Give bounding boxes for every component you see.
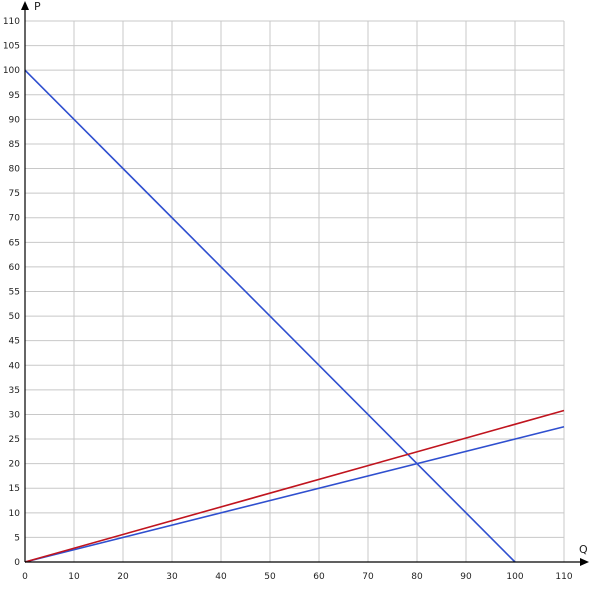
x-tick-label: 0 xyxy=(22,572,28,582)
y-tick-label: 55 xyxy=(9,288,20,298)
y-tick-label: 0 xyxy=(14,558,20,568)
y-axis-label: P xyxy=(34,0,41,13)
y-tick-label: 40 xyxy=(9,361,21,371)
series-layer xyxy=(24,69,565,563)
y-tick-label: 20 xyxy=(9,460,21,470)
tick-labels: 0 10 20 30 40 50 60 70 80 90 100 110 0 5 10 15 20 25 30 35 4… xyxy=(3,17,573,582)
x-tick-label: 100 xyxy=(506,572,523,582)
y-tick-label: 70 xyxy=(9,214,21,224)
x-tick-label: 10 xyxy=(68,572,80,582)
x-tick-label: 70 xyxy=(362,572,374,582)
y-tick-label: 5 xyxy=(14,533,20,543)
y-tick-label: 80 xyxy=(9,165,21,175)
y-tick-label: 100 xyxy=(3,66,20,76)
x-tick-label: 20 xyxy=(117,572,129,582)
y-tick-label: 30 xyxy=(9,410,21,420)
series-line-1 xyxy=(24,69,516,563)
x-tick-label: 30 xyxy=(166,572,178,582)
x-axis-arrow xyxy=(580,558,589,566)
y-tick-label: 10 xyxy=(9,509,21,519)
y-tick-label: 110 xyxy=(3,17,20,27)
series-line-3 xyxy=(24,409,565,563)
x-tick-label: 60 xyxy=(313,572,325,582)
y-tick-label: 105 xyxy=(3,42,20,52)
x-tick-label: 90 xyxy=(460,572,472,582)
x-axis-label: Q xyxy=(579,543,588,556)
y-tick-label: 90 xyxy=(9,115,21,125)
y-tick-label: 75 xyxy=(9,189,20,199)
y-tick-label: 25 xyxy=(9,435,20,445)
axes xyxy=(21,1,589,566)
y-tick-label: 85 xyxy=(9,140,20,150)
x-tick-label: 110 xyxy=(555,572,572,582)
x-tick-label: 50 xyxy=(264,572,276,582)
y-tick-label: 50 xyxy=(9,312,21,322)
y-tick-label: 65 xyxy=(9,238,20,248)
y-tick-label: 95 xyxy=(9,91,20,101)
y-tick-label: 15 xyxy=(9,484,20,494)
y-tick-label: 35 xyxy=(9,386,20,396)
y-tick-label: 60 xyxy=(9,263,21,273)
x-tick-label: 40 xyxy=(215,572,227,582)
series-line-2 xyxy=(24,425,565,563)
grid xyxy=(25,20,565,562)
y-axis-arrow xyxy=(21,1,29,10)
y-tick-label: 45 xyxy=(9,337,20,347)
x-tick-label: 80 xyxy=(411,572,423,582)
